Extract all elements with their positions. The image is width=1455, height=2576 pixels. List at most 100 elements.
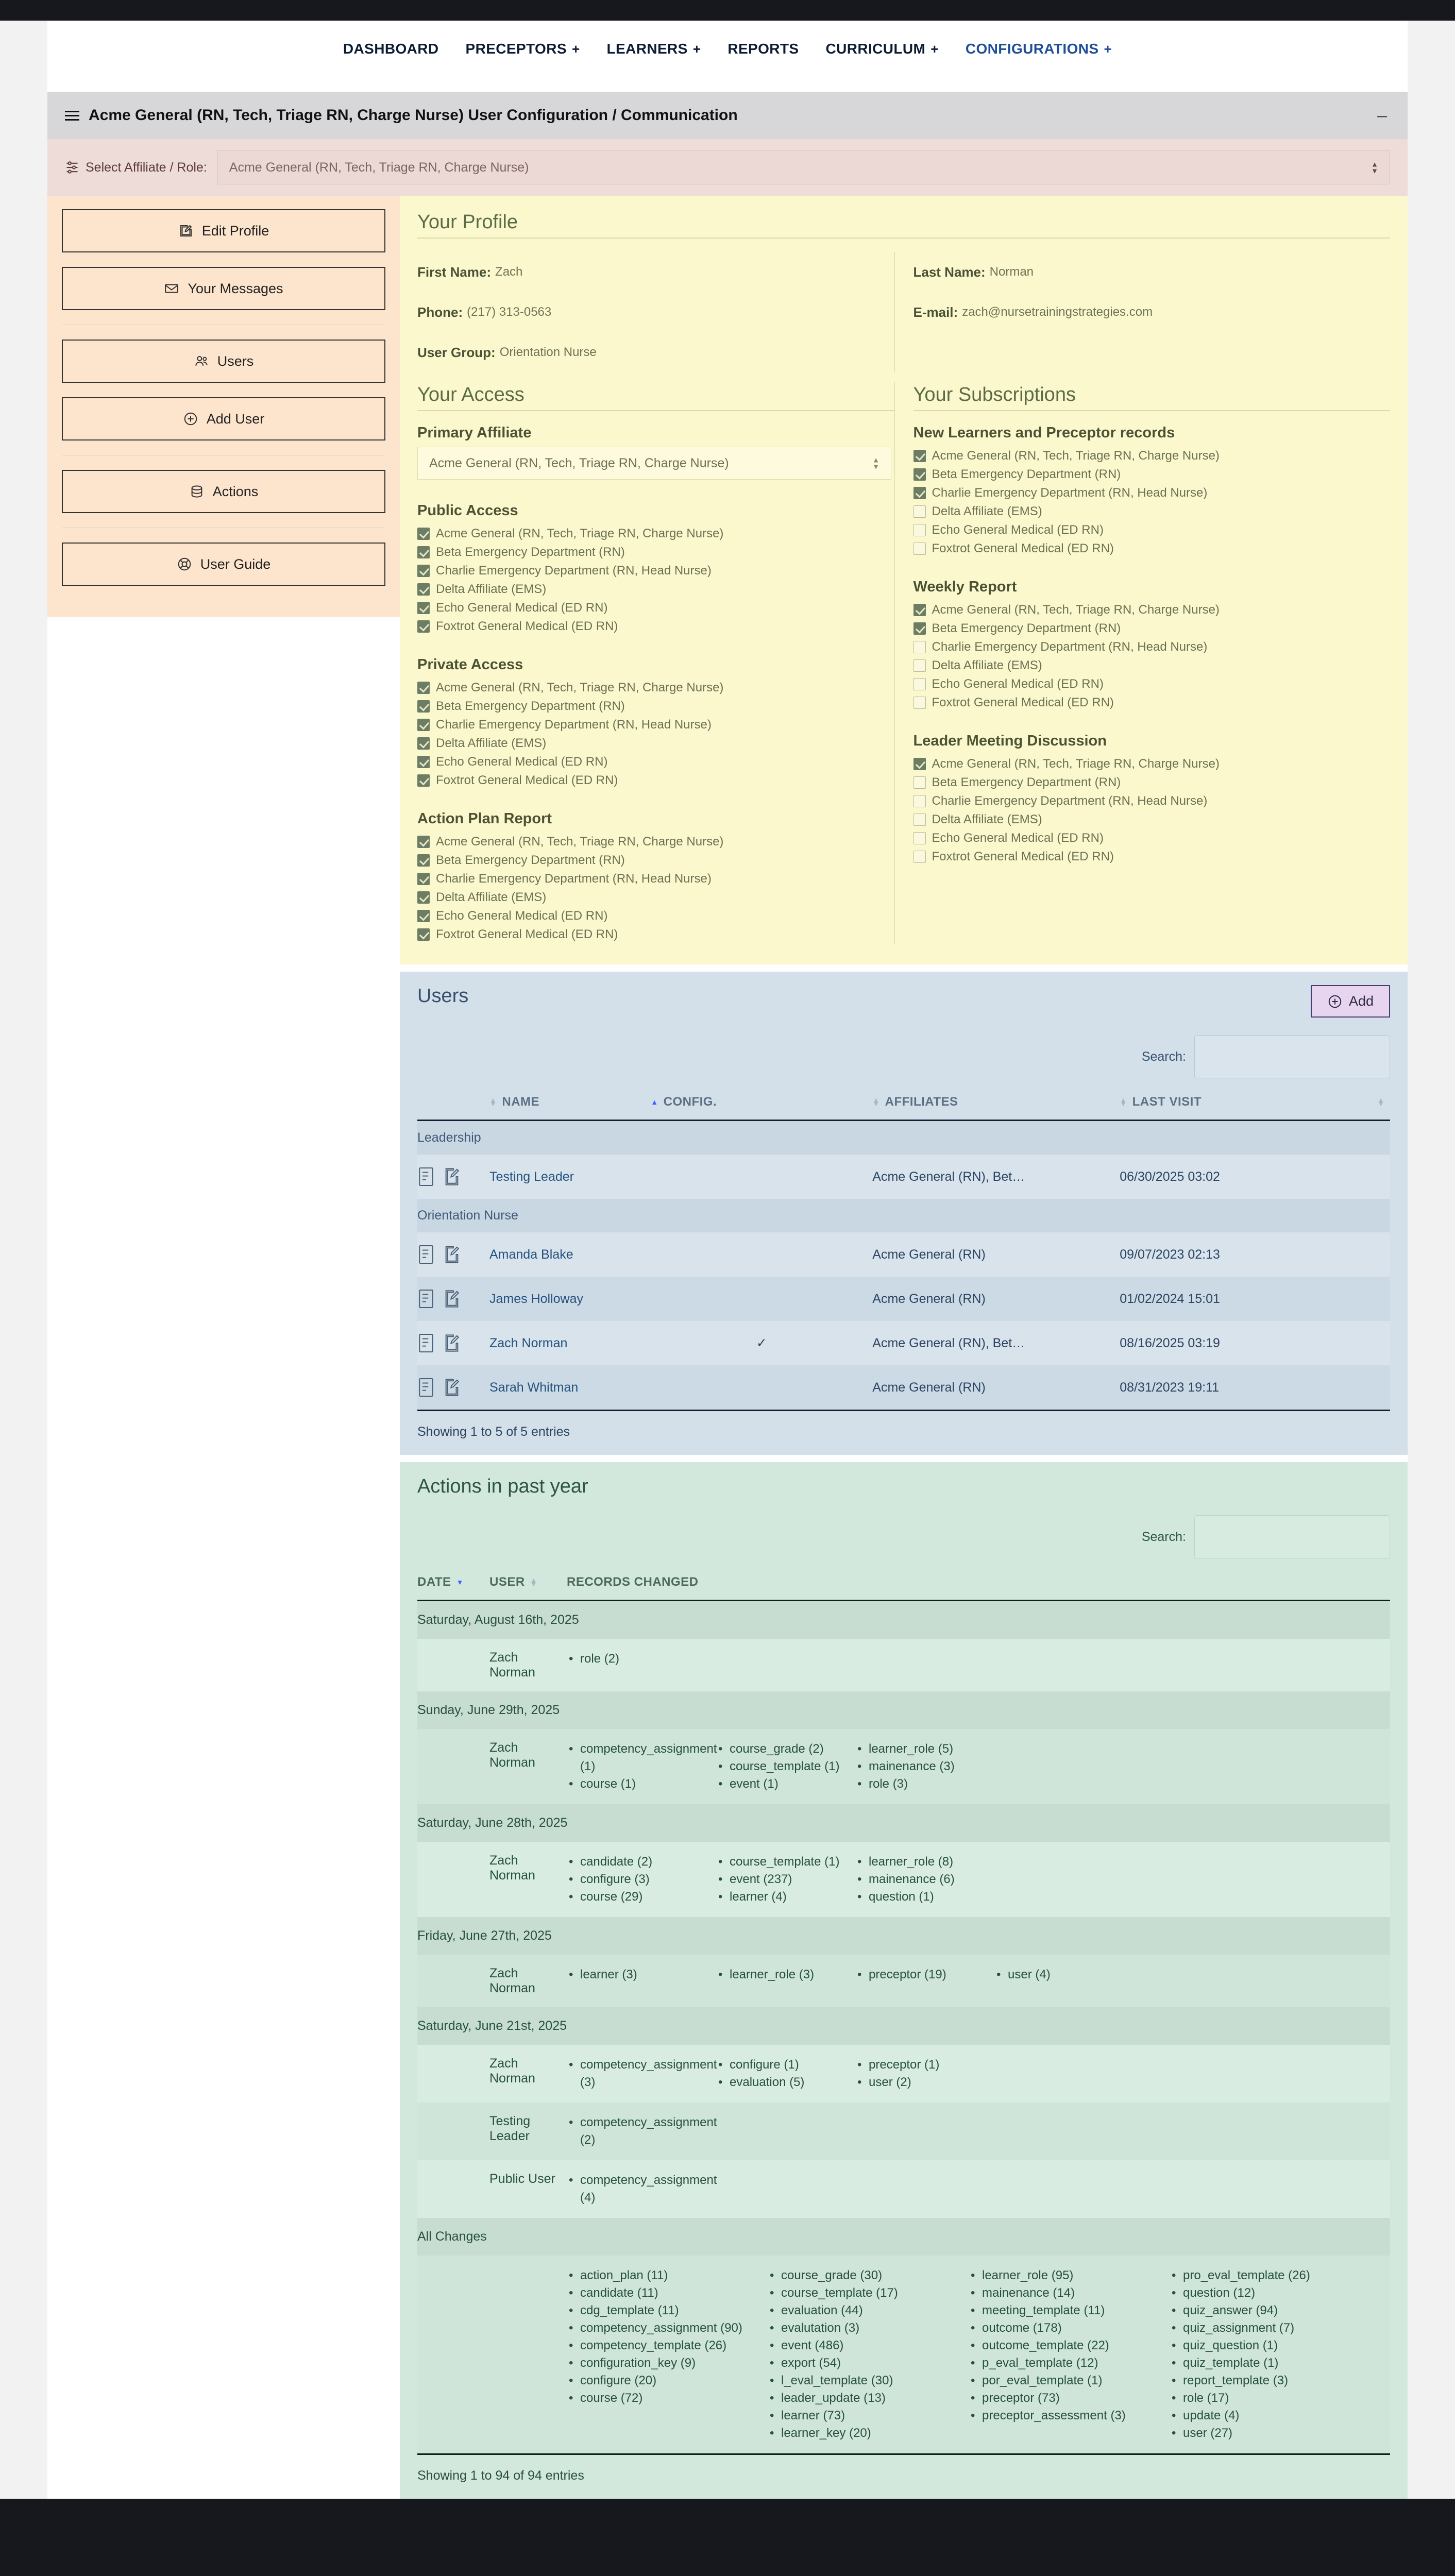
checkbox-icon[interactable] <box>417 756 430 768</box>
sidebar-item-edit-profile[interactable]: Edit Profile <box>62 209 385 252</box>
checkbox-row[interactable]: Beta Emergency Department (RN) <box>417 851 894 870</box>
checkbox-row[interactable]: Acme General (RN, Tech, Triage RN, Charg… <box>913 447 1391 465</box>
checkbox-icon[interactable] <box>913 604 926 616</box>
checkbox-icon[interactable] <box>417 910 430 922</box>
checkbox-icon[interactable] <box>417 528 430 540</box>
checkbox-icon[interactable] <box>417 546 430 558</box>
checkbox-row[interactable]: Beta Emergency Department (RN) <box>417 543 894 562</box>
user-name-link[interactable]: Testing Leader <box>489 1169 574 1184</box>
checkbox-row[interactable]: Delta Affiliate (EMS) <box>913 656 1391 675</box>
checkbox-icon[interactable] <box>913 487 926 499</box>
nav-item-configurations[interactable]: CONFIGURATIONS + <box>966 41 1112 57</box>
checkbox-row[interactable]: Foxtrot General Medical (ED RN) <box>913 539 1391 558</box>
users-search-input[interactable] <box>1194 1035 1390 1078</box>
checkbox-row[interactable]: Foxtrot General Medical (ED RN) <box>417 925 894 944</box>
checkbox-icon[interactable] <box>913 468 926 481</box>
checkbox-row[interactable]: Beta Emergency Department (RN) <box>913 465 1391 484</box>
actions-th-user[interactable]: USER ▲ ▼ <box>489 1567 567 1601</box>
checkbox-icon[interactable] <box>417 737 430 750</box>
minimize-icon[interactable]: – <box>1377 106 1387 125</box>
checkbox-row[interactable]: Delta Affiliate (EMS) <box>417 734 894 753</box>
checkbox-row[interactable]: Echo General Medical (ED RN) <box>417 599 894 617</box>
users-th-name[interactable]: ▲ ▼ NAME <box>489 1087 651 1121</box>
checkbox-icon[interactable] <box>417 583 430 596</box>
nav-item-dashboard[interactable]: DASHBOARD <box>343 41 439 57</box>
checkbox-row[interactable]: Foxtrot General Medical (ED RN) <box>913 693 1391 712</box>
checkbox-row[interactable]: Foxtrot General Medical (ED RN) <box>913 848 1391 866</box>
add-user-button[interactable]: Add <box>1310 985 1390 1018</box>
checkbox-icon[interactable] <box>417 873 430 885</box>
checkbox-icon[interactable] <box>417 719 430 731</box>
document-icon[interactable] <box>417 1377 435 1398</box>
checkbox-row[interactable]: Delta Affiliate (EMS) <box>417 888 894 907</box>
checkbox-row[interactable]: Beta Emergency Department (RN) <box>913 619 1391 638</box>
edit-icon[interactable] <box>443 1244 461 1265</box>
checkbox-icon[interactable] <box>913 505 926 518</box>
checkbox-icon[interactable] <box>417 928 430 941</box>
nav-item-reports[interactable]: REPORTS <box>728 41 799 57</box>
checkbox-row[interactable]: Foxtrot General Medical (ED RN) <box>417 771 894 790</box>
document-icon[interactable] <box>417 1166 435 1188</box>
checkbox-row[interactable]: Acme General (RN, Tech, Triage RN, Charg… <box>913 601 1391 619</box>
checkbox-icon[interactable] <box>417 774 430 787</box>
sidebar-item-add-user[interactable]: Add User <box>62 397 385 440</box>
checkbox-row[interactable]: Echo General Medical (ED RN) <box>913 521 1391 539</box>
checkbox-row[interactable]: Acme General (RN, Tech, Triage RN, Charg… <box>913 755 1391 773</box>
checkbox-icon[interactable] <box>913 678 926 690</box>
checkbox-icon[interactable] <box>913 543 926 555</box>
checkbox-row[interactable]: Charlie Emergency Department (RN, Head N… <box>417 562 894 580</box>
checkbox-row[interactable]: Delta Affiliate (EMS) <box>913 502 1391 521</box>
actions-th-records-changed[interactable]: RECORDS CHANGED <box>567 1567 1390 1601</box>
actions-th-date[interactable]: DATE ▼ <box>417 1567 489 1601</box>
edit-icon[interactable] <box>443 1332 461 1354</box>
user-name-link[interactable]: Amanda Blake <box>489 1247 573 1262</box>
checkbox-icon[interactable] <box>913 450 926 462</box>
document-icon[interactable] <box>417 1244 435 1265</box>
checkbox-icon[interactable] <box>913 832 926 844</box>
nav-item-learners[interactable]: LEARNERS + <box>607 41 701 57</box>
checkbox-icon[interactable] <box>913 795 926 807</box>
checkbox-row[interactable]: Charlie Emergency Department (RN, Head N… <box>913 484 1391 502</box>
hamburger-menu-icon[interactable] <box>65 110 79 121</box>
document-icon[interactable] <box>417 1332 435 1354</box>
checkbox-row[interactable]: Acme General (RN, Tech, Triage RN, Charg… <box>417 679 894 697</box>
checkbox-row[interactable]: Echo General Medical (ED RN) <box>417 753 894 771</box>
users-th-affiliates[interactable]: ▲ ▼ AFFILIATES <box>872 1087 1120 1121</box>
nav-item-preceptors[interactable]: PRECEPTORS + <box>466 41 580 57</box>
checkbox-row[interactable]: Beta Emergency Department (RN) <box>417 697 894 716</box>
checkbox-row[interactable]: Delta Affiliate (EMS) <box>913 810 1391 829</box>
checkbox-row[interactable]: Delta Affiliate (EMS) <box>417 580 894 599</box>
checkbox-row[interactable]: Charlie Emergency Department (RN, Head N… <box>913 638 1391 656</box>
checkbox-icon[interactable] <box>913 641 926 653</box>
checkbox-row[interactable]: Echo General Medical (ED RN) <box>417 907 894 925</box>
checkbox-icon[interactable] <box>913 622 926 635</box>
checkbox-icon[interactable] <box>417 854 430 867</box>
users-th-last-visit[interactable]: ▲ ▼ LAST VISIT <box>1120 1087 1378 1121</box>
document-icon[interactable] <box>417 1288 435 1310</box>
checkbox-icon[interactable] <box>417 700 430 713</box>
checkbox-icon[interactable] <box>417 620 430 633</box>
checkbox-icon[interactable] <box>913 659 926 672</box>
checkbox-icon[interactable] <box>417 682 430 694</box>
checkbox-row[interactable]: Acme General (RN, Tech, Triage RN, Charg… <box>417 524 894 543</box>
sidebar-item-actions[interactable]: Actions <box>62 470 385 513</box>
users-th-config[interactable]: ▲ CONFIG. <box>651 1087 873 1121</box>
user-name-link[interactable]: Sarah Whitman <box>489 1380 579 1395</box>
checkbox-row[interactable]: Foxtrot General Medical (ED RN) <box>417 617 894 636</box>
checkbox-icon[interactable] <box>417 565 430 577</box>
checkbox-row[interactable]: Echo General Medical (ED RN) <box>913 675 1391 693</box>
sidebar-item-users[interactable]: Users <box>62 340 385 383</box>
user-name-link[interactable]: Zach Norman <box>489 1335 568 1350</box>
checkbox-row[interactable]: Charlie Emergency Department (RN, Head N… <box>913 792 1391 810</box>
checkbox-icon[interactable] <box>913 697 926 709</box>
users-th-end[interactable]: ▲ ▼ <box>1377 1087 1390 1121</box>
checkbox-row[interactable]: Echo General Medical (ED RN) <box>913 829 1391 848</box>
checkbox-icon[interactable] <box>417 602 430 614</box>
checkbox-icon[interactable] <box>417 891 430 904</box>
user-name-link[interactable]: James Holloway <box>489 1291 584 1306</box>
edit-icon[interactable] <box>443 1288 461 1310</box>
checkbox-icon[interactable] <box>913 524 926 536</box>
checkbox-row[interactable]: Acme General (RN, Tech, Triage RN, Charg… <box>417 833 894 851</box>
checkbox-row[interactable]: Beta Emergency Department (RN) <box>913 773 1391 792</box>
checkbox-icon[interactable] <box>913 851 926 863</box>
